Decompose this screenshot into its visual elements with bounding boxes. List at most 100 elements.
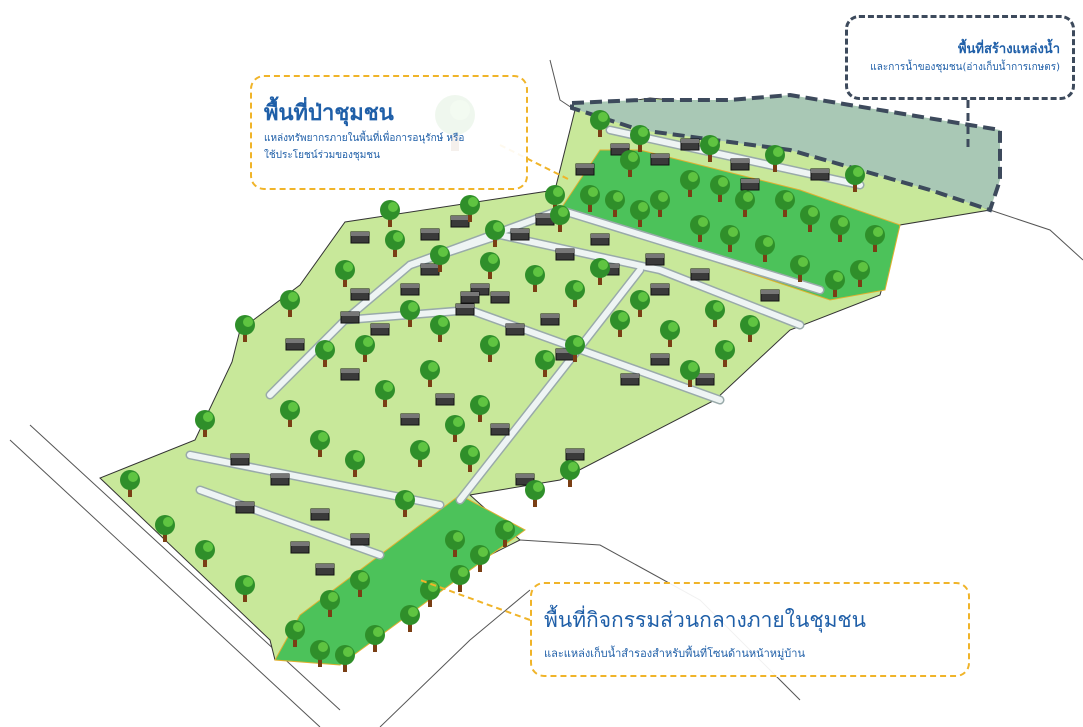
tree-trunk — [573, 350, 577, 362]
house-roof — [236, 502, 254, 506]
tree-trunk — [553, 200, 557, 212]
tree-trunk — [598, 273, 602, 285]
tree-trunk — [343, 660, 347, 672]
tree-highlight — [458, 567, 468, 577]
house-roof — [511, 229, 529, 233]
house-roof — [421, 229, 439, 233]
tree-trunk — [618, 325, 622, 337]
tree-trunk — [418, 455, 422, 467]
tree-trunk — [613, 205, 617, 217]
tree-highlight — [388, 202, 398, 212]
tree-trunk — [488, 267, 492, 279]
tree-highlight — [383, 382, 393, 392]
tree-highlight — [638, 127, 648, 137]
tree-trunk — [798, 270, 802, 282]
tree-highlight — [373, 627, 383, 637]
tree-trunk — [713, 315, 717, 327]
tree-highlight — [533, 482, 543, 492]
tree-trunk — [408, 315, 412, 327]
tree-highlight — [288, 292, 298, 302]
tree-trunk — [718, 190, 722, 202]
tree-highlight — [668, 322, 678, 332]
tree-highlight — [628, 152, 638, 162]
tree-trunk — [728, 240, 732, 252]
tree-highlight — [493, 222, 503, 232]
tree-trunk — [203, 555, 207, 567]
tree-trunk — [468, 210, 472, 222]
tree-trunk — [853, 180, 857, 192]
tree-trunk — [588, 200, 592, 212]
house-roof — [371, 324, 389, 328]
house-roof — [436, 394, 454, 398]
tree-trunk — [128, 485, 132, 497]
tree-trunk — [533, 280, 537, 292]
tree-trunk — [243, 590, 247, 602]
house-roof — [591, 234, 609, 238]
tree-trunk — [708, 150, 712, 162]
tree-highlight — [243, 577, 253, 587]
tree-highlight — [713, 302, 723, 312]
tree-highlight — [613, 192, 623, 202]
tree-trunk — [688, 375, 692, 387]
tree-trunk — [773, 160, 777, 172]
tree-highlight — [478, 397, 488, 407]
tree-trunk — [698, 230, 702, 242]
callout-title: พื้นที่สร้างแหล่งน้ำ — [957, 42, 1060, 57]
context-lines — [9, 59, 1083, 727]
tree-trunk — [453, 545, 457, 557]
tree-trunk — [543, 365, 547, 377]
tree-trunk — [573, 295, 577, 307]
house-roof — [341, 369, 359, 373]
tree-trunk — [808, 220, 812, 232]
tree-trunk — [403, 505, 407, 517]
house-roof — [271, 474, 289, 478]
houses — [230, 138, 830, 576]
tree-trunk — [408, 620, 412, 632]
tree-highlight — [838, 217, 848, 227]
common-callout: พื้นที่กิจกรรมส่วนกลางภายในชุมชน และแหล่… — [530, 582, 970, 677]
tree-trunk — [638, 215, 642, 227]
tree-trunk — [628, 165, 632, 177]
tree-highlight — [468, 197, 478, 207]
tree-trunk — [318, 445, 322, 457]
tree-trunk — [668, 335, 672, 347]
tree-trunk — [288, 305, 292, 317]
tree-highlight — [393, 232, 403, 242]
tree-highlight — [773, 147, 783, 157]
tree-trunk — [428, 375, 432, 387]
tree-trunk — [373, 640, 377, 652]
house-roof — [456, 304, 474, 308]
house-roof — [286, 339, 304, 343]
house-roof — [556, 349, 574, 353]
house-roof — [316, 564, 334, 568]
tree-highlight — [318, 642, 328, 652]
tree-trunk — [478, 410, 482, 422]
path-line — [549, 59, 576, 111]
tree-trunk — [568, 475, 572, 487]
tree-trunk — [328, 605, 332, 617]
callout-title: พื้นที่กิจกรรมส่วนกลางภายในชุมชน — [544, 608, 867, 632]
tree-highlight — [323, 342, 333, 352]
house-roof — [651, 154, 669, 158]
tree-highlight — [573, 282, 583, 292]
tree-highlight — [288, 402, 298, 412]
tree-highlight — [408, 607, 418, 617]
tree-trunk — [318, 655, 322, 667]
tree-highlight — [553, 187, 563, 197]
tree-highlight — [763, 237, 773, 247]
tree-highlight — [428, 582, 438, 592]
house-roof — [516, 474, 534, 478]
tree-trunk — [748, 330, 752, 342]
tree-highlight — [478, 547, 488, 557]
tree-highlight — [698, 217, 708, 227]
outer-road-edge — [29, 424, 341, 711]
tree-highlight — [598, 260, 608, 270]
tree-highlight — [853, 167, 863, 177]
tree-trunk — [688, 185, 692, 197]
path-line — [989, 209, 1083, 261]
house-roof — [491, 424, 509, 428]
callout-line: และแหล่งเก็บน้ำสำรองสำหรับพื้นที่โซนด้าน… — [544, 647, 805, 660]
tree-highlight — [533, 267, 543, 277]
